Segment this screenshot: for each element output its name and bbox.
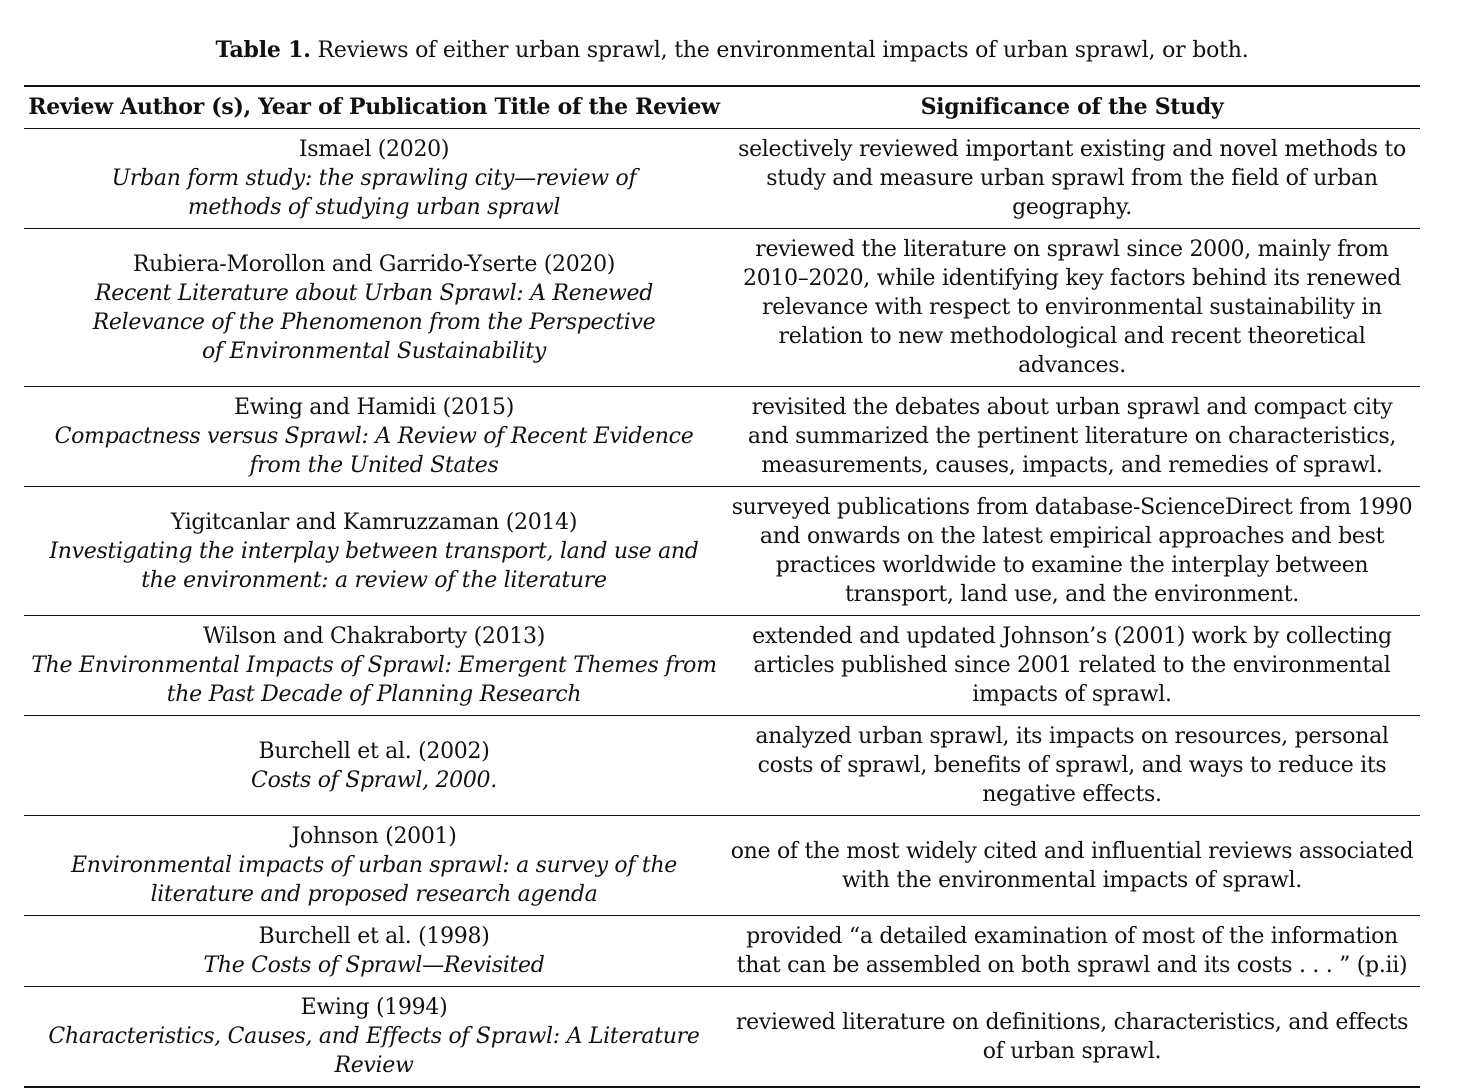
- significance-text: selectively reviewed important existing …: [738, 137, 1406, 220]
- review-title: Investigating the interplay between tran…: [49, 538, 699, 593]
- significance-text: reviewed literature on definitions, char…: [735, 1009, 1409, 1064]
- review-author: Burchell et al. (1998): [258, 924, 490, 949]
- table-row: Ismael (2020) Urban form study: the spra…: [24, 129, 1420, 229]
- column-header-review: Review Author (s), Year of Publication T…: [28, 94, 720, 120]
- review-title: The Environmental Impacts of Sprawl: Eme…: [31, 653, 717, 707]
- reviews-table: Review Author (s), Year of Publication T…: [24, 85, 1420, 1088]
- review-cell: Johnson (2001) Environmental impacts of …: [24, 816, 724, 916]
- significance-text: one of the most widely cited and influen…: [730, 838, 1414, 893]
- review-author: Burchell et al. (2002): [258, 738, 490, 764]
- significance-text: provided “a detailed examination of most…: [736, 924, 1408, 978]
- table-caption: Table 1. Reviews of either urban sprawl,…: [0, 36, 1464, 65]
- review-cell: Burchell et al. (1998) The Costs of Spra…: [24, 916, 724, 987]
- review-author: Johnson (2001): [291, 824, 457, 849]
- significance-text: analyzed urban sprawl, its impacts on re…: [755, 724, 1389, 807]
- review-title: Environmental impacts of urban sprawl: a…: [70, 853, 678, 907]
- table-row: Burchell et al. (1998) The Costs of Spra…: [24, 916, 1420, 987]
- significance-cell: surveyed publications from database-Scie…: [724, 487, 1420, 616]
- column-header-significance: Significance of the Study: [920, 94, 1224, 120]
- table-row: Burchell et al. (2002) Costs of Sprawl, …: [24, 716, 1420, 816]
- significance-cell: selectively reviewed important existing …: [724, 129, 1420, 229]
- table-row: Ewing and Hamidi (2015) Compactness vers…: [24, 387, 1420, 487]
- review-cell: Ewing and Hamidi (2015) Compactness vers…: [24, 387, 724, 487]
- significance-cell: extended and updated Johnson’s (2001) wo…: [724, 616, 1420, 716]
- table-row: Yigitcanlar and Kamruzzaman (2014) Inves…: [24, 487, 1420, 616]
- significance-text: surveyed publications from database-Scie…: [731, 495, 1413, 607]
- caption-label: Table 1.: [215, 37, 311, 63]
- review-title: Recent Literature about Urban Sprawl: A …: [92, 280, 656, 364]
- review-author: Wilson and Chakraborty (2013): [202, 624, 545, 649]
- review-cell: Ismael (2020) Urban form study: the spra…: [24, 129, 724, 229]
- significance-cell: analyzed urban sprawl, its impacts on re…: [724, 716, 1420, 816]
- significance-cell: one of the most widely cited and influen…: [724, 816, 1420, 916]
- significance-cell: reviewed literature on definitions, char…: [724, 987, 1420, 1088]
- review-cell: Yigitcanlar and Kamruzzaman (2014) Inves…: [24, 487, 724, 616]
- review-author: Yigitcanlar and Kamruzzaman (2014): [170, 509, 578, 535]
- review-cell: Wilson and Chakraborty (2013) The Enviro…: [24, 616, 724, 716]
- table-row: Rubiera-Morollon and Garrido-Yserte (202…: [24, 229, 1420, 387]
- review-title: Urban form study: the sprawling city—rev…: [111, 166, 637, 220]
- caption-text: Reviews of either urban sprawl, the envi…: [317, 38, 1249, 63]
- significance-cell: reviewed the literature on sprawl since …: [724, 229, 1420, 387]
- table-row: Ewing (1994) Characteristics, Causes, an…: [24, 987, 1420, 1088]
- table-row: Johnson (2001) Environmental impacts of …: [24, 816, 1420, 916]
- significance-text: revisited the debates about urban sprawl…: [747, 395, 1397, 478]
- review-title: Characteristics, Causes, and Effects of …: [48, 1024, 700, 1078]
- review-author: Ewing and Hamidi (2015): [233, 395, 515, 420]
- table-header-row: Review Author (s), Year of Publication T…: [24, 86, 1420, 129]
- review-title: Costs of Sprawl, 2000.: [251, 767, 497, 793]
- review-title: Compactness versus Sprawl: A Review of R…: [54, 424, 694, 478]
- review-cell: Burchell et al. (2002) Costs of Sprawl, …: [24, 716, 724, 816]
- significance-cell: revisited the debates about urban sprawl…: [724, 387, 1420, 487]
- significance-text: extended and updated Johnson’s (2001) wo…: [752, 624, 1392, 707]
- review-cell: Rubiera-Morollon and Garrido-Yserte (202…: [24, 229, 724, 387]
- review-author: Ismael (2020): [298, 137, 450, 162]
- significance-cell: provided “a detailed examination of most…: [724, 916, 1420, 987]
- review-title: The Costs of Sprawl—Revisited: [203, 953, 545, 978]
- review-author: Rubiera-Morollon and Garrido-Yserte (202…: [132, 251, 616, 277]
- table-row: Wilson and Chakraborty (2013) The Enviro…: [24, 616, 1420, 716]
- review-cell: Ewing (1994) Characteristics, Causes, an…: [24, 987, 724, 1088]
- document-page: Table 1. Reviews of either urban sprawl,…: [0, 36, 1464, 1087]
- significance-text: reviewed the literature on sprawl since …: [743, 237, 1401, 378]
- review-author: Ewing (1994): [300, 995, 448, 1020]
